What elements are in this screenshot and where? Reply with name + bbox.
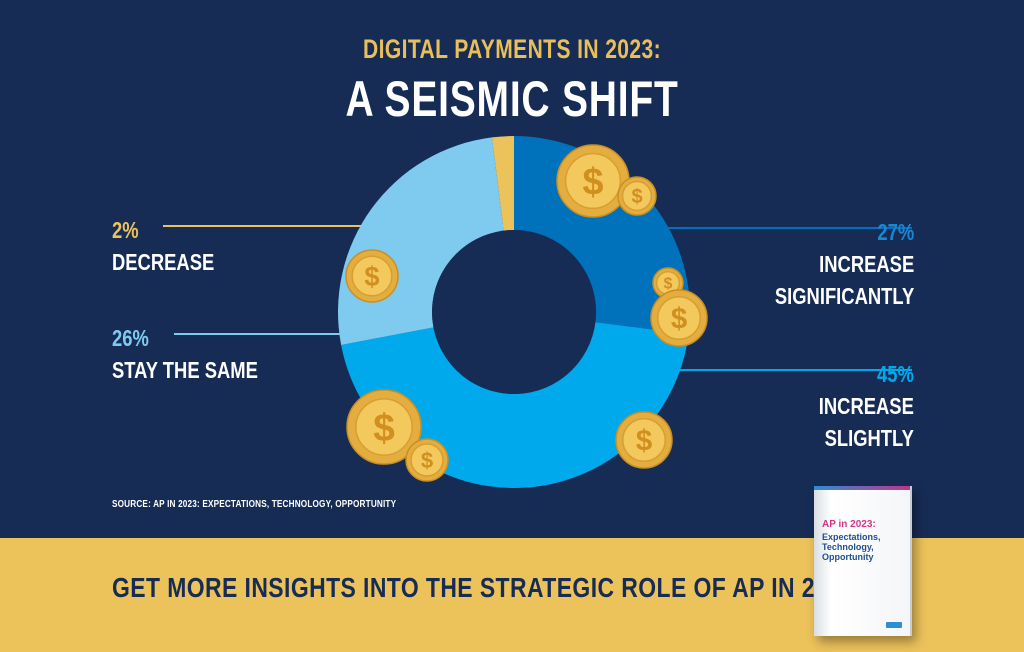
dollar-coin-icon: $ [556,144,630,218]
dollar-coin-icon: $ [346,389,422,465]
label-increase-slightly: 45% INCREASE SLIGHTLY [819,358,914,454]
report-cover-image[interactable]: AP in 2023: Expectations, Technology, Op… [814,486,912,636]
label-decrease: 2% DECREASE [112,214,214,278]
pct-increase-significantly: 27% [877,219,914,245]
source-note: SOURCE: AP IN 2023: EXPECTATIONS, TECHNO… [112,499,397,510]
cover-title: AP in 2023: [822,519,876,530]
svg-text:$: $ [373,407,395,450]
name-stay-same: STAY THE SAME [112,357,258,383]
donut-chart: $ $ $ $ $ $ $ $ [163,136,912,488]
cover-logo [886,622,902,628]
cover-subtitle: Expectations, Technology, Opportunity [822,532,881,562]
label-stay-same: 26% STAY THE SAME [112,322,258,386]
name-increase-slightly-1: INCREASE [818,393,914,419]
dollar-coin-icon: $ [650,289,708,347]
donut-hole [432,230,596,394]
svg-text:$: $ [636,425,652,458]
slice-decrease [491,136,514,231]
dollar-coin-icon: $ [345,249,399,303]
pct-stay-same: 26% [112,325,149,351]
name-increase-slightly-2: SLIGHTLY [824,425,914,451]
cover-band [814,486,910,490]
name-decrease: DECREASE [112,249,215,275]
svg-text:$: $ [364,261,379,292]
dollar-coin-icon: $ [617,176,657,216]
dollar-coin-icon: $ [615,411,673,469]
chart-subtitle: DIGITAL PAYMENTS IN 2023: [362,34,662,64]
svg-text:$: $ [421,448,433,473]
coins: $ $ $ $ $ $ $ $ [345,144,708,482]
name-increase-significantly-1: INCREASE [818,251,914,277]
dollar-coin-icon: $ [405,438,449,482]
label-increase-significantly: 27% INCREASE SIGNIFICANTLY [775,216,914,312]
svg-text:$: $ [671,303,687,336]
svg-text:$: $ [631,186,642,208]
name-increase-significantly-2: SIGNIFICANTLY [774,283,914,309]
svg-text:$: $ [664,276,673,293]
chart-title: A SEISMIC SHIFT [345,71,679,127]
svg-text:$: $ [582,162,603,204]
cta-text[interactable]: GET MORE INSIGHTS INTO THE STRATEGIC ROL… [112,572,855,603]
pct-decrease: 2% [112,217,139,243]
pct-increase-slightly: 45% [877,361,914,387]
